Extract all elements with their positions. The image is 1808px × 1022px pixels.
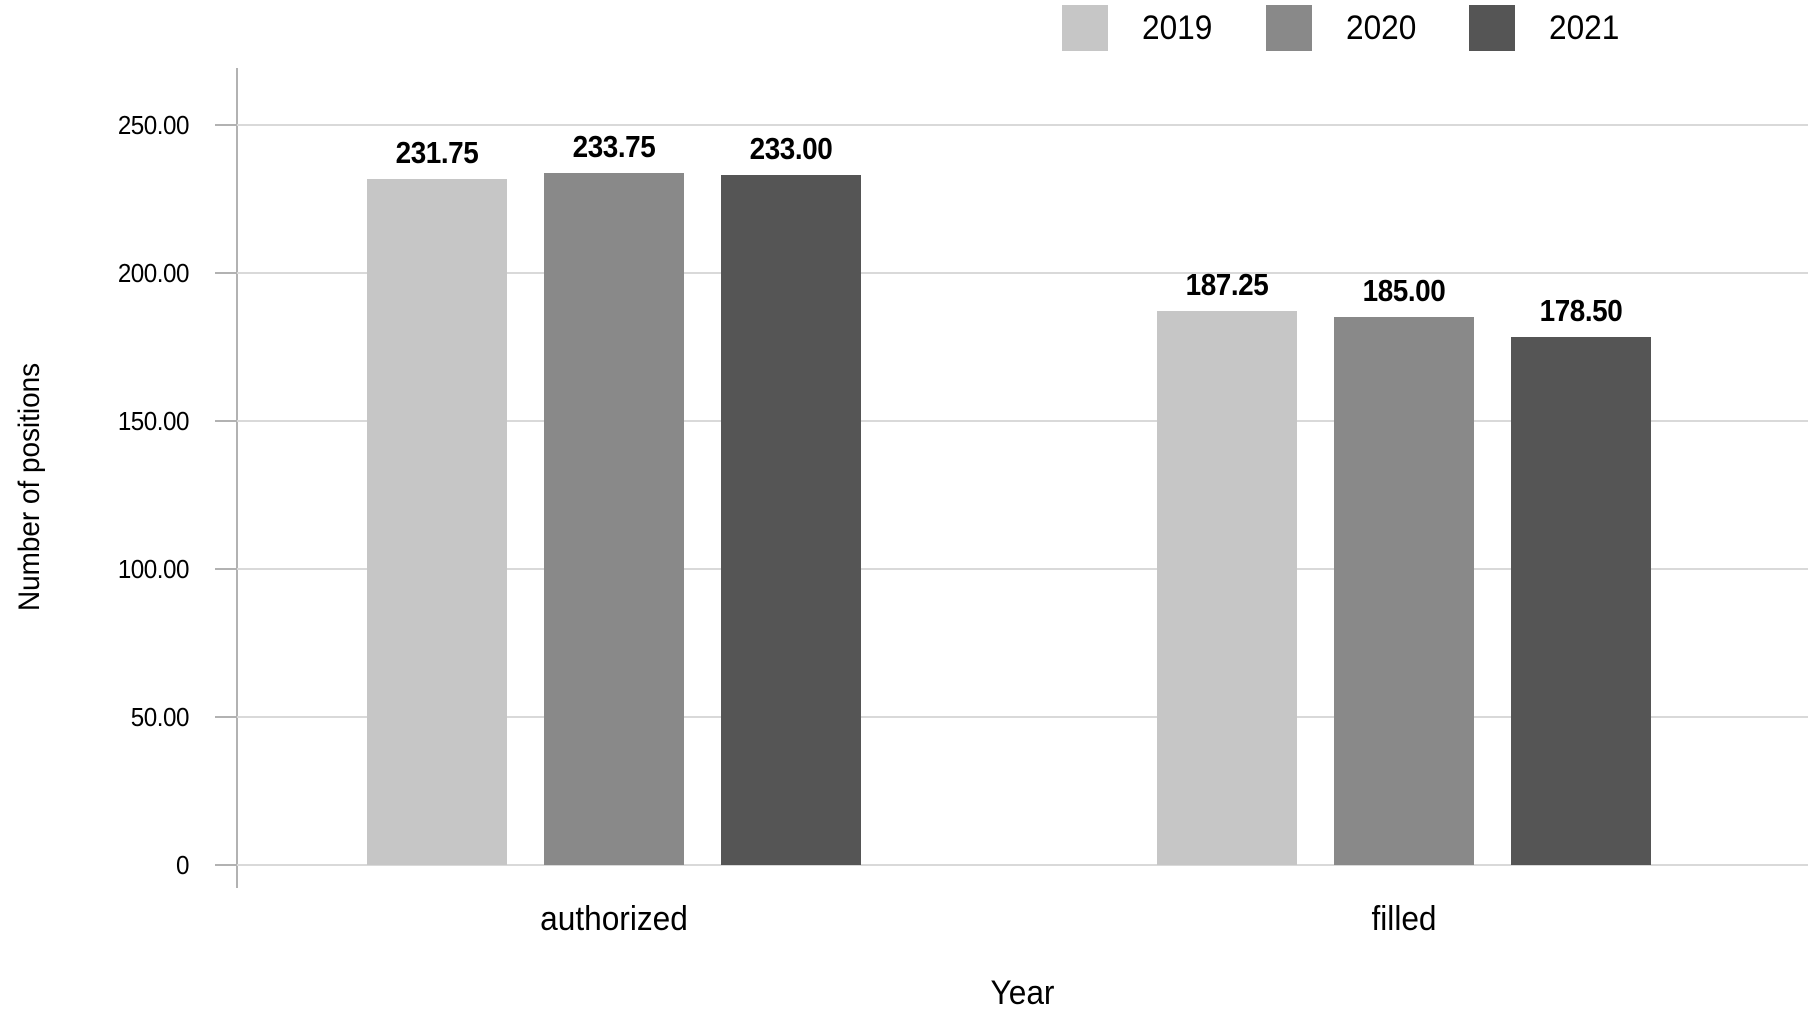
x-axis-title: Year bbox=[990, 974, 1055, 1012]
bar-group-authorized: 231.75 233.75 233.00 bbox=[367, 125, 861, 865]
bar-authorized-2019 bbox=[367, 179, 507, 865]
legend-swatch-2020 bbox=[1265, 5, 1312, 51]
bar-value-authorized-2021: 233.00 bbox=[749, 131, 833, 166]
legend-item-2021: 2021 bbox=[1469, 4, 1625, 52]
gridline-100 bbox=[237, 568, 1808, 570]
y-tick-mark-250 bbox=[215, 124, 237, 126]
legend-label-2021: 2021 bbox=[1549, 9, 1620, 47]
y-tick-label-250: 250.00 bbox=[117, 110, 190, 140]
bar-value-filled-2019: 187.25 bbox=[1185, 267, 1269, 302]
category-label-authorized: authorized bbox=[540, 900, 688, 938]
category-label-filled: filled bbox=[1371, 900, 1437, 938]
gridline-250 bbox=[237, 124, 1808, 126]
bar-value-authorized-2020: 233.75 bbox=[572, 129, 656, 164]
bar-authorized-2021 bbox=[721, 175, 861, 865]
y-tick-label-0: 0 bbox=[176, 850, 189, 880]
bar-value-filled-2020: 185.00 bbox=[1362, 273, 1446, 308]
legend-item-2020: 2020 bbox=[1265, 4, 1422, 52]
y-tick-label-150: 150.00 bbox=[117, 406, 190, 436]
y-tick-mark-200 bbox=[215, 272, 237, 274]
bar-filled-2021 bbox=[1511, 337, 1651, 865]
bar-group-filled: 187.25 185.00 178.50 bbox=[1157, 125, 1651, 865]
legend-swatch-2021 bbox=[1469, 5, 1516, 51]
gridline-0 bbox=[237, 864, 1808, 866]
x-axis-category-labels: authorized filled bbox=[237, 898, 1808, 940]
bar-value-authorized-2019: 231.75 bbox=[395, 135, 479, 170]
y-tick-mark-150 bbox=[215, 420, 237, 422]
legend: 2019 2020 2021 bbox=[1062, 4, 1673, 52]
y-tick-label-100: 100.00 bbox=[117, 554, 190, 584]
bar-filled-2020 bbox=[1334, 317, 1474, 865]
y-tick-label-50: 50.00 bbox=[130, 702, 190, 732]
legend-label-2019: 2019 bbox=[1142, 9, 1213, 47]
legend-label-2020: 2020 bbox=[1345, 9, 1416, 47]
gridline-50 bbox=[237, 716, 1808, 718]
gridline-150 bbox=[237, 420, 1808, 422]
y-tick-mark-100 bbox=[215, 568, 237, 570]
y-axis-line bbox=[236, 68, 238, 888]
y-tick-mark-0 bbox=[215, 864, 237, 866]
legend-item-2019: 2019 bbox=[1062, 4, 1218, 52]
gridline-200 bbox=[237, 272, 1808, 274]
y-tick-mark-50 bbox=[215, 716, 237, 718]
bar-authorized-2020 bbox=[544, 173, 684, 865]
bar-value-filled-2021: 178.50 bbox=[1539, 293, 1623, 328]
bar-filled-2019 bbox=[1157, 311, 1297, 865]
plot-area: 231.75 233.75 233.00 187.25 185.00 178.50 bbox=[237, 124, 1808, 866]
y-tick-label-200: 200.00 bbox=[117, 258, 190, 288]
legend-swatch-2019 bbox=[1062, 5, 1108, 51]
